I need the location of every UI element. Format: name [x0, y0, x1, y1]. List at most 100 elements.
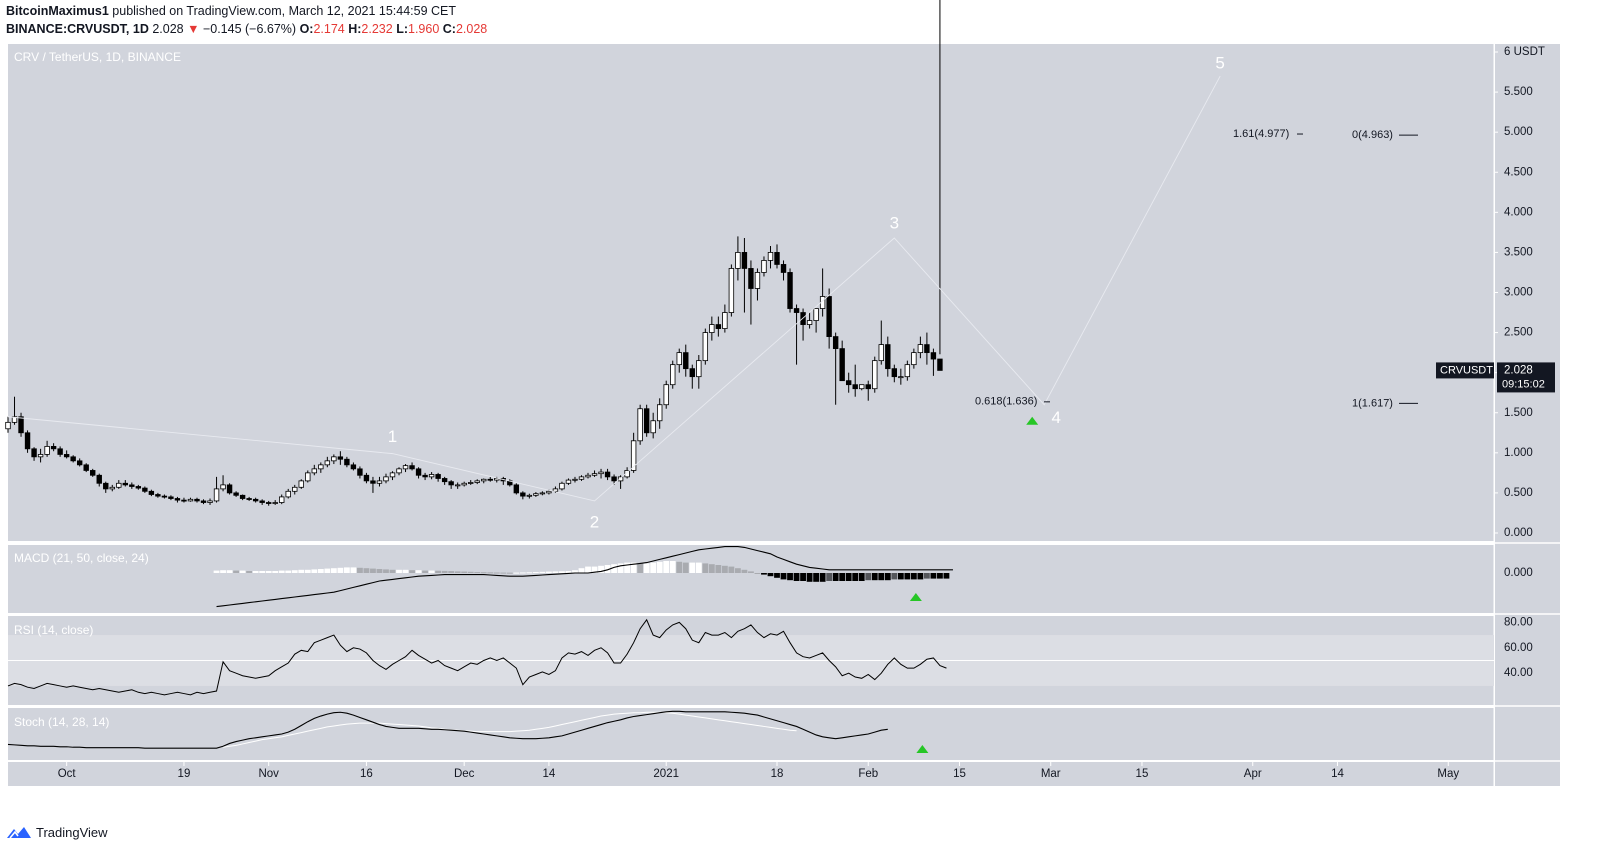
- macd-histogram-bar: [578, 568, 585, 573]
- macd-histogram-bar: [546, 571, 552, 573]
- stoch-signal-arrow-icon: [916, 745, 929, 753]
- macd-histogram-bar: [845, 573, 852, 581]
- symbol-name: BINANCE:CRVUSDT, 1D: [6, 22, 149, 36]
- time-tick-label: 18: [771, 768, 784, 780]
- low-value: 1.960: [408, 22, 440, 36]
- macd-histogram-bar: [213, 570, 220, 573]
- panel-bg-macd: [8, 545, 1494, 613]
- published-text: published on TradingView.com, March 12, …: [112, 4, 457, 18]
- candle-body: [155, 494, 161, 497]
- candle-body: [337, 456, 344, 460]
- macd-histogram-bar: [259, 571, 266, 573]
- macd-histogram-bar: [604, 565, 611, 573]
- candle-body: [611, 476, 617, 482]
- candle-body: [350, 464, 357, 470]
- symbol-tag-label: CRVUSDT: [1440, 364, 1493, 376]
- candle-body: [298, 480, 304, 488]
- candle-body: [441, 478, 448, 483]
- candle-body: [415, 468, 422, 476]
- high-value: 2.232: [361, 22, 393, 36]
- price-tick-label: 2.500: [1504, 327, 1533, 339]
- fib-level-label: 0(4.963): [1352, 129, 1393, 141]
- macd-histogram-bar: [591, 566, 598, 573]
- candle-body: [539, 492, 546, 495]
- wave-label-1: 1: [388, 427, 397, 446]
- macd-histogram-bar: [702, 563, 709, 573]
- macd-histogram-bar: [311, 569, 318, 573]
- candle-body: [839, 348, 845, 382]
- candle-body: [70, 456, 76, 462]
- macd-histogram-bar: [800, 573, 806, 581]
- macd-histogram-bar: [454, 571, 461, 573]
- price-tick-label: 0.000: [1504, 527, 1533, 539]
- brand-label: TradingView: [36, 824, 108, 840]
- macd-histogram-bar: [917, 573, 924, 580]
- price-tag-bg: [1497, 362, 1555, 393]
- candle-body: [930, 352, 937, 360]
- macd-histogram-bar: [930, 573, 937, 579]
- stoch-d-line: [222, 711, 797, 748]
- candle-body: [24, 432, 31, 450]
- price-axis-bg: [1495, 44, 1560, 786]
- time-tick-label: 19: [178, 768, 191, 780]
- macd-histogram-bar: [617, 563, 624, 573]
- macd-histogram-bar: [461, 571, 468, 573]
- candle-body: [709, 324, 715, 333]
- candle-body: [109, 486, 115, 490]
- macd-histogram-bar: [278, 570, 285, 573]
- candle-body: [181, 499, 187, 502]
- macd-histogram-bar: [343, 567, 350, 573]
- macd-histogram-bar: [813, 573, 820, 582]
- macd-histogram-bar: [233, 570, 239, 573]
- candle-body: [233, 492, 239, 496]
- macd-histogram-bar: [435, 570, 442, 573]
- macd-histogram-bar: [585, 566, 591, 573]
- candle-body: [474, 480, 480, 483]
- candle-body: [174, 498, 181, 501]
- macd-histogram-bar: [689, 562, 696, 573]
- macd-histogram-bar: [383, 569, 389, 573]
- candle-body: [813, 308, 819, 321]
- macd-histogram-bar: [265, 571, 272, 573]
- candle-body: [265, 502, 272, 504]
- candle-body: [787, 272, 793, 309]
- price-tick-label: 0.500: [1504, 487, 1533, 499]
- candle-body: [402, 465, 409, 470]
- time-tick-label: 2021: [653, 768, 679, 780]
- macd-histogram-bar: [552, 571, 559, 573]
- candle-body: [103, 482, 109, 490]
- tradingview-brand[interactable]: TradingView: [6, 824, 108, 840]
- macd-histogram-bar: [337, 567, 344, 573]
- open-label: O:: [299, 22, 314, 36]
- rsi-tick-label: 40.00: [1504, 667, 1533, 679]
- candle-body: [148, 490, 155, 495]
- candle-body: [220, 484, 226, 490]
- candle-body: [865, 384, 871, 390]
- candle-body: [676, 352, 682, 366]
- candle-body: [696, 360, 702, 378]
- candle-body: [344, 458, 350, 466]
- candle-body: [741, 252, 748, 269]
- candle-body: [559, 482, 565, 490]
- macd-histogram-bar: [643, 563, 650, 573]
- candle-body: [376, 480, 383, 484]
- macd-histogram-bar: [748, 571, 754, 573]
- author-name[interactable]: BitcoinMaximus1: [6, 4, 109, 18]
- buy-signal-arrow-icon: [1026, 416, 1039, 425]
- time-tick-label: Oct: [58, 768, 77, 780]
- candle-body: [663, 384, 669, 406]
- macd-histogram-bar: [350, 567, 357, 573]
- candle-body: [213, 488, 220, 502]
- candle-body: [259, 500, 265, 503]
- candle-body: [585, 474, 591, 478]
- macd-histogram-bar: [324, 568, 331, 573]
- macd-histogram-bar: [878, 573, 885, 581]
- candle-body: [735, 252, 741, 269]
- candle-body: [63, 454, 70, 458]
- macd-histogram-bar: [519, 572, 526, 574]
- macd-histogram-bar: [923, 573, 930, 579]
- candle-body: [226, 484, 233, 494]
- macd-histogram-bar: [669, 561, 676, 573]
- candle-body: [604, 471, 611, 478]
